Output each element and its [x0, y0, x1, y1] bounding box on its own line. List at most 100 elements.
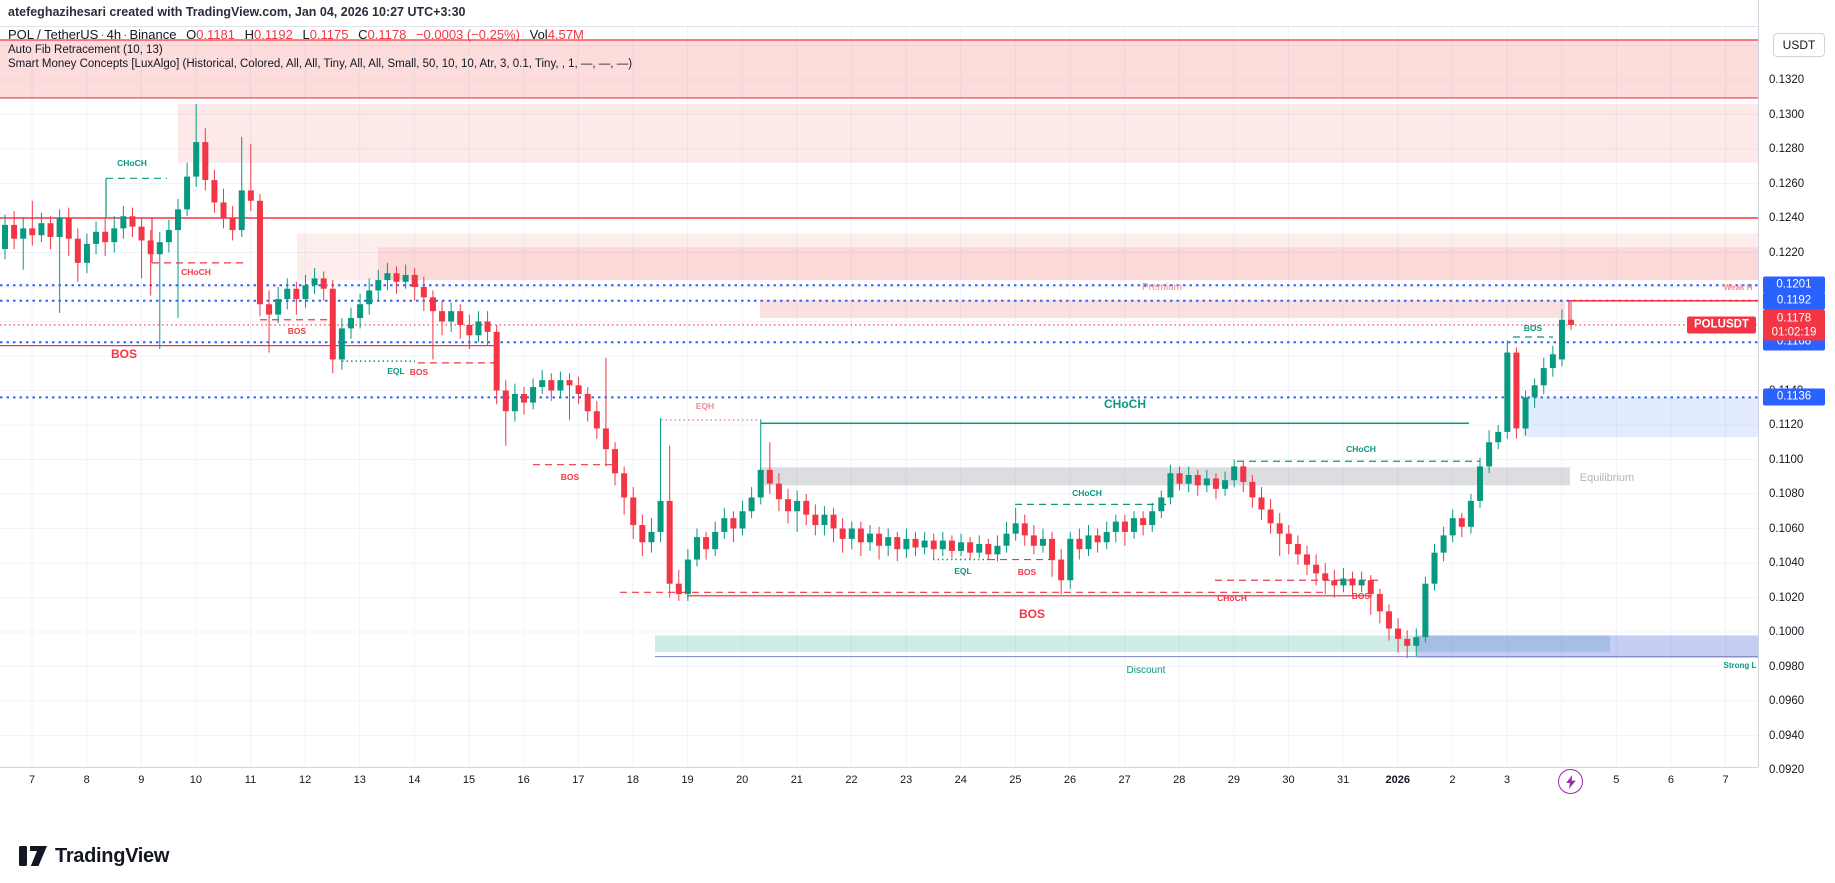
time-tick: 13	[353, 774, 366, 786]
candle-up	[156, 242, 163, 255]
time-tick: 21	[790, 774, 803, 786]
symbol-title[interactable]: POL / TetherUS	[8, 27, 99, 42]
tradingview-logo-icon	[19, 846, 47, 866]
exchange-label[interactable]: Binance	[129, 27, 177, 42]
time-tick: 7	[1722, 774, 1729, 786]
candle-down	[411, 274, 418, 287]
candle-down	[493, 331, 500, 391]
candle-up	[1012, 523, 1019, 534]
candle-up	[1112, 521, 1119, 532]
candle-up	[1203, 478, 1210, 486]
candle-down	[1021, 523, 1028, 536]
candle-down	[566, 380, 573, 386]
time-tick: 18	[626, 774, 640, 786]
candle-up	[1449, 518, 1456, 536]
candle-up	[402, 274, 409, 282]
currency-unit-button[interactable]: USDT	[1773, 33, 1825, 57]
annotation-choch: CHoCH	[1346, 444, 1376, 454]
candle-down	[1030, 535, 1037, 546]
candle-up	[366, 290, 373, 305]
candle-up	[1185, 475, 1192, 484]
candle-up	[739, 511, 746, 529]
candle-down	[1367, 580, 1374, 595]
candle-up	[1422, 583, 1429, 638]
candle-down	[985, 544, 992, 555]
annotation-strong l: Strong L	[1724, 661, 1757, 670]
candle-down	[575, 385, 582, 394]
price-level-badge: 0.1201	[1763, 276, 1825, 294]
current-price-badge: 0.1178 01:02:19	[1763, 309, 1825, 341]
candle-down	[220, 202, 227, 218]
open-label: O	[186, 27, 197, 42]
candle-down	[138, 226, 145, 241]
time-tick: 25	[1009, 774, 1022, 786]
candle-up	[1103, 531, 1110, 543]
supply-dec10	[178, 104, 1758, 163]
candle-down	[1395, 628, 1402, 639]
candle-up	[165, 230, 172, 243]
candle-up	[1558, 319, 1565, 360]
time-tick: 9	[138, 774, 145, 786]
candle-up	[2, 224, 8, 250]
symbol-legend[interactable]: POL / TetherUS · 4h · Binance O0.1181 H0.119…	[8, 27, 584, 42]
candle-up	[848, 528, 855, 539]
tradingview-logo[interactable]: TradingView	[18, 843, 169, 869]
supply-dec20	[760, 299, 1565, 319]
candle-down	[393, 273, 400, 282]
candle-up	[721, 518, 728, 532]
candle-down	[602, 428, 609, 450]
candle-up	[757, 469, 764, 498]
close-value: 0.1178	[367, 27, 407, 42]
candle-up	[111, 228, 118, 243]
time-axis[interactable]: 7 8 9 10 11 12 13 14 15 16 17 18 19 20 21 22 23 24 25 26 27 2…	[0, 767, 1758, 800]
candle-down	[1267, 509, 1274, 524]
candle-up	[475, 321, 482, 336]
candle-up	[1522, 397, 1529, 429]
candle-up	[83, 243, 90, 263]
candle-down	[1176, 473, 1183, 484]
chart-canvas[interactable]: CHoCH CHoCH BOS BOS EQL BOS BOS EQH CHoCH CHoCH EQ…	[0, 0, 1758, 767]
candle-down	[457, 311, 464, 325]
interval-label[interactable]: 4h	[106, 27, 122, 42]
candle-up	[1222, 480, 1229, 489]
candle-down	[1304, 554, 1311, 565]
time-tick: 3	[1503, 774, 1511, 786]
candle-up	[958, 542, 965, 551]
candle-up	[885, 537, 892, 546]
annotation-eqh: EQH	[696, 401, 714, 411]
price-tick: 0.1280	[1769, 143, 1805, 155]
price-level-badge: 0.1136	[1763, 388, 1825, 406]
lightning-icon[interactable]	[1558, 769, 1583, 794]
candle-down	[1322, 573, 1329, 581]
candle-up	[1158, 497, 1165, 512]
time-tick: 17	[572, 774, 585, 786]
orderblock-jan3	[1523, 397, 1758, 438]
candle-up	[311, 278, 318, 286]
time-tick: 29	[1227, 774, 1240, 786]
candle-down	[1404, 638, 1411, 646]
candle-down	[1376, 594, 1383, 612]
candle-down	[675, 583, 682, 595]
time-tick: 2	[1449, 774, 1456, 786]
candle-down	[420, 287, 427, 298]
annotation-choch: CHoCH	[1072, 488, 1102, 498]
volume-label: Vol	[529, 27, 548, 42]
time-tick: 5	[1613, 774, 1620, 786]
price-tick: 0.0920	[1769, 764, 1805, 776]
candle-down	[593, 411, 600, 429]
premium-band	[297, 233, 1758, 281]
price-axis[interactable]: USDT 0.1320 0.1300 0.1280 0.1260 0.1240 0.122…	[1758, 0, 1835, 776]
candle-down	[584, 393, 591, 412]
annotation-weak h: Weak H	[1724, 283, 1753, 292]
price-tick: 0.0940	[1769, 729, 1805, 742]
annotation-bos: BOS	[1352, 591, 1371, 601]
indicator-auto-fib[interactable]: Auto Fib Retracement (10, 13)	[8, 44, 163, 56]
supply-dec13	[378, 247, 1758, 281]
indicator-smart-money-concepts[interactable]: Smart Money Concepts [LuxAlgo] (Historic…	[8, 58, 633, 70]
candle-up	[921, 540, 928, 548]
candle-down	[785, 499, 792, 512]
time-tick: 24	[954, 774, 967, 786]
candle-up	[748, 497, 755, 512]
fib-top-band	[0, 39, 1758, 98]
candle-up	[302, 285, 309, 300]
